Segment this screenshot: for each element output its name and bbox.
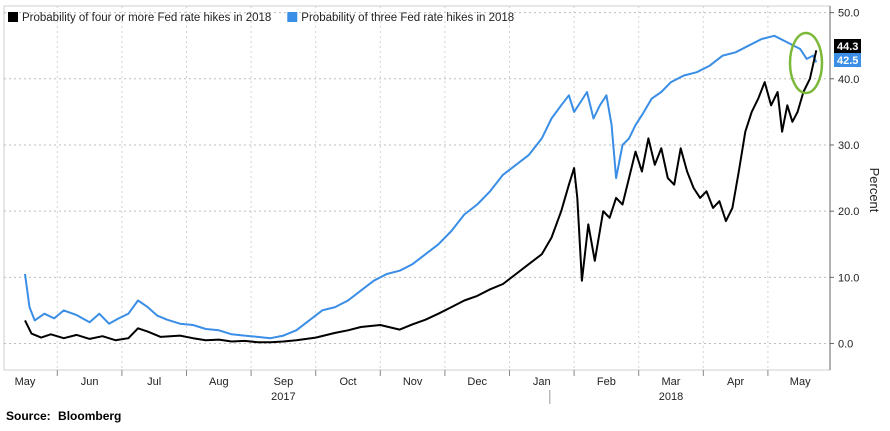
- series-line: [24, 34, 818, 340]
- x-tick-label: Jul: [147, 376, 161, 388]
- series-layer: [24, 34, 818, 344]
- legend-swatch: [8, 12, 18, 22]
- x-tick-label: Nov: [403, 376, 423, 388]
- last-value-badges: 44.3 42.5: [834, 39, 861, 67]
- x-tick-label: Feb: [597, 376, 616, 388]
- x-tick-label: Sep: [274, 376, 294, 388]
- legend-swatch: [287, 12, 298, 22]
- x-tick-label: Dec: [467, 376, 487, 388]
- x-tick-label: May: [15, 376, 36, 388]
- x-tick-label: Jun: [81, 376, 99, 388]
- source-value: Bloomberg: [58, 409, 122, 423]
- legend: Probability of four or more Fed rate hik…: [8, 12, 514, 24]
- y-axis-label: Percent: [867, 168, 882, 213]
- x-axis: May Jun Jul Aug Sep Oct Nov Dec Jan Feb Mar Apr May 2…: [15, 370, 811, 404]
- y-tick-label: 10.0: [838, 272, 859, 284]
- plot-frame: [3, 5, 831, 371]
- last-value-label: 44.3: [837, 41, 858, 53]
- legend-label: Probability of four or more Fed rate hik…: [22, 12, 271, 24]
- x-year-label: 2017: [271, 391, 295, 403]
- y-axis: 0.0 10.0 20.0 30.0 40.0 50.0: [829, 6, 859, 370]
- last-value-label: 42.5: [837, 55, 858, 67]
- legend-label: Probability of three Fed rate hikes in 2…: [301, 12, 514, 24]
- y-tick-label: 50.0: [838, 8, 859, 20]
- series-line: [24, 50, 818, 344]
- x-tick-label: Jan: [533, 376, 551, 388]
- y-tick-label: 40.0: [838, 74, 859, 86]
- y-tick-label: 0.0: [838, 339, 853, 351]
- last-value-badge: [834, 39, 861, 53]
- x-tick-label: Oct: [339, 376, 356, 388]
- x-tick-label: Aug: [209, 376, 229, 388]
- grid: [3, 5, 831, 371]
- source-note: Source: Bloomberg: [6, 409, 121, 423]
- x-tick-label: Mar: [662, 376, 681, 388]
- y-tick-label: 30.0: [838, 140, 859, 152]
- x-year-label: 2018: [659, 391, 683, 403]
- x-tick-label: Apr: [727, 376, 744, 388]
- y-tick-label: 20.0: [838, 206, 859, 218]
- x-tick-label: May: [790, 376, 811, 388]
- last-value-badge: [834, 53, 861, 67]
- highlight-ellipse: [788, 31, 824, 95]
- source-label: Source:: [6, 409, 51, 423]
